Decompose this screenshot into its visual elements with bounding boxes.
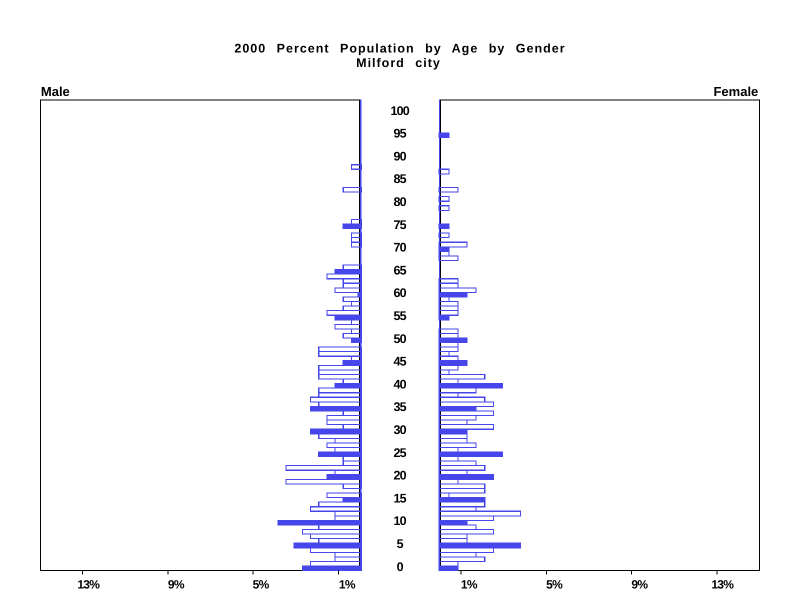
svg-text:40: 40 (394, 377, 407, 391)
svg-text:2000 Percent Population by Age: 2000 Percent Population by Age by Gender (234, 42, 565, 56)
svg-text:15: 15 (394, 491, 407, 505)
svg-text:10: 10 (394, 514, 407, 528)
svg-text:Male: Male (41, 84, 70, 99)
svg-text:9%: 9% (168, 578, 185, 592)
svg-text:85: 85 (394, 172, 407, 186)
svg-text:50: 50 (394, 332, 407, 346)
svg-text:13%: 13% (711, 578, 734, 592)
svg-text:5: 5 (397, 537, 404, 551)
svg-text:25: 25 (394, 446, 407, 460)
svg-text:80: 80 (394, 195, 407, 209)
svg-text:13%: 13% (77, 578, 100, 592)
svg-text:Milford city: Milford city (356, 56, 441, 70)
svg-text:45: 45 (394, 355, 407, 369)
svg-text:35: 35 (394, 400, 407, 414)
svg-text:70: 70 (394, 241, 407, 255)
svg-text:75: 75 (394, 218, 407, 232)
svg-text:9%: 9% (631, 578, 648, 592)
svg-text:5%: 5% (253, 578, 270, 592)
svg-text:65: 65 (394, 263, 407, 277)
svg-text:30: 30 (394, 423, 407, 437)
svg-text:100: 100 (390, 104, 409, 118)
svg-text:5%: 5% (546, 578, 563, 592)
svg-text:90: 90 (394, 149, 407, 163)
svg-text:Female: Female (713, 84, 758, 99)
svg-text:95: 95 (394, 127, 407, 141)
svg-text:1%: 1% (461, 578, 478, 592)
svg-text:55: 55 (394, 309, 407, 323)
svg-text:60: 60 (394, 286, 407, 300)
svg-text:1%: 1% (339, 578, 356, 592)
svg-text:0: 0 (397, 560, 404, 574)
svg-text:20: 20 (394, 469, 407, 483)
